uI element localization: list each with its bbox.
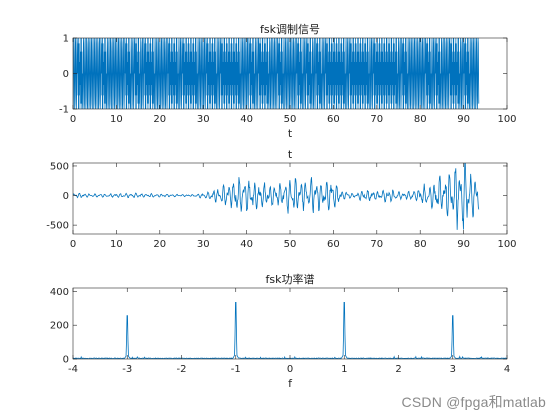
y-tick-label: 200 xyxy=(50,321,69,332)
x-tick-label: 100 xyxy=(497,114,516,125)
x-tick-label: 50 xyxy=(284,239,297,250)
plot-area xyxy=(73,163,507,234)
x-tick-label: 100 xyxy=(497,239,516,250)
y-tick-label: 400 xyxy=(50,287,69,298)
x-tick-label: 0 xyxy=(287,364,293,375)
plot-title: fsk功率谱 xyxy=(266,272,315,286)
x-tick-label: 50 xyxy=(284,114,297,125)
x-tick-label: 80 xyxy=(414,239,427,250)
y-tick-label: -500 xyxy=(46,221,69,232)
x-tick-label: 0 xyxy=(70,114,76,125)
x-tick-label: 70 xyxy=(370,239,383,250)
x-tick-label: 80 xyxy=(414,114,427,125)
x-tick-label: -3 xyxy=(122,364,132,375)
x-axis-label: t xyxy=(288,127,293,140)
x-tick-label: 90 xyxy=(457,114,470,125)
plot-area xyxy=(73,288,507,359)
x-tick-label: 60 xyxy=(327,239,340,250)
x-tick-label: 0 xyxy=(70,239,76,250)
x-tick-label: 4 xyxy=(504,364,510,375)
y-tick-label: 1 xyxy=(63,34,69,45)
x-tick-label: 90 xyxy=(457,239,470,250)
plot-title: t xyxy=(288,148,293,161)
x-tick-label: 2 xyxy=(395,364,401,375)
y-tick-label: 0 xyxy=(63,355,69,366)
y-tick-label: 500 xyxy=(50,161,69,172)
y-tick-label: 0 xyxy=(63,69,69,80)
y-tick-label: -1 xyxy=(59,105,69,116)
x-tick-label: 3 xyxy=(450,364,456,375)
x-tick-label: 10 xyxy=(110,114,123,125)
x-tick-label: 20 xyxy=(153,114,166,125)
series-line-2 xyxy=(73,163,480,230)
x-tick-label: 40 xyxy=(240,239,253,250)
x-tick-label: -4 xyxy=(68,364,78,375)
x-tick-label: 70 xyxy=(370,114,383,125)
x-tick-label: 10 xyxy=(110,239,123,250)
series-line-1 xyxy=(73,38,480,109)
x-tick-label: 30 xyxy=(197,239,210,250)
x-tick-label: 1 xyxy=(341,364,347,375)
x-tick-label: 20 xyxy=(153,239,166,250)
x-tick-label: 60 xyxy=(327,114,340,125)
x-tick-label: 30 xyxy=(197,114,210,125)
y-tick-label: 0 xyxy=(63,191,69,202)
plot-title: fsk调制信号 xyxy=(260,23,320,36)
x-tick-label: -2 xyxy=(177,364,187,375)
watermark: CSDN @fpga和matlab xyxy=(401,394,546,410)
x-tick-label: 40 xyxy=(240,114,253,125)
x-tick-label: -1 xyxy=(231,364,241,375)
x-axis-label: f xyxy=(288,377,293,390)
subplot-3: -4 -3 -2 -1 0 1 2 3 4 0 200 400 fsk功率谱 f xyxy=(50,272,510,390)
